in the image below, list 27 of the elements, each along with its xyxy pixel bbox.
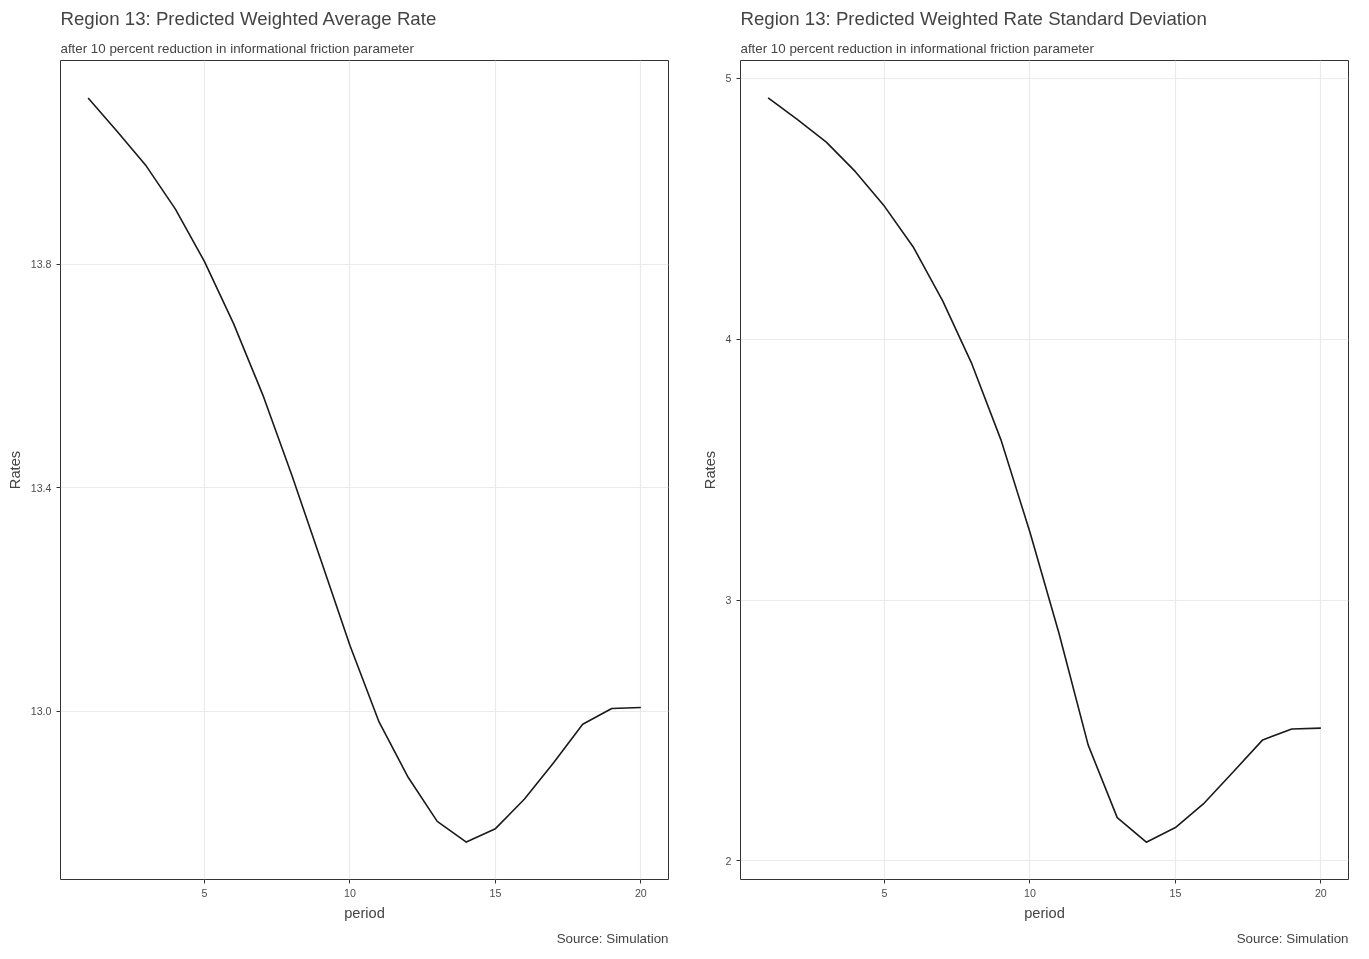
x-tick-label: 10	[344, 886, 356, 899]
chart-title: Region 13: Predicted Weighted Rate Standard Deviation	[740, 7, 1207, 29]
y-tick-label: 13.0	[30, 705, 52, 718]
x-tick-label: 20	[1314, 886, 1327, 899]
line-series	[767, 97, 1322, 843]
x-tick-label: 15	[1169, 886, 1182, 899]
y-tick-label: 13.4	[30, 481, 52, 494]
y-tick-label: 13.8	[30, 258, 52, 271]
x-tick-label: 15	[489, 886, 502, 899]
y-tick-label: 2	[725, 854, 732, 867]
y-axis-title: Rates	[701, 450, 718, 490]
y-tick-label: 4	[725, 333, 732, 346]
source-note: Source: Simulation	[556, 930, 669, 946]
source-note: Source: Simulation	[1236, 930, 1349, 946]
y-tick-label: 3	[725, 594, 732, 607]
x-tick-label: 5	[881, 886, 888, 899]
y-tick-label: 5	[725, 72, 732, 85]
x-axis-title: period	[344, 904, 385, 921]
x-tick-label: 10	[1024, 886, 1036, 899]
line-series	[87, 97, 642, 843]
x-tick-label: 5	[201, 886, 208, 899]
x-tick-label: 20	[634, 886, 647, 899]
y-axis-title: Rates	[6, 450, 23, 490]
chart-subtitle: after 10 percent reduction in informational friction parameter	[740, 40, 1095, 56]
x-axis-title: period	[1024, 904, 1065, 921]
chart-subtitle: after 10 percent reduction in informational friction parameter	[60, 40, 415, 56]
chart-title: Region 13: Predicted Weighted Average Rate	[60, 7, 437, 29]
